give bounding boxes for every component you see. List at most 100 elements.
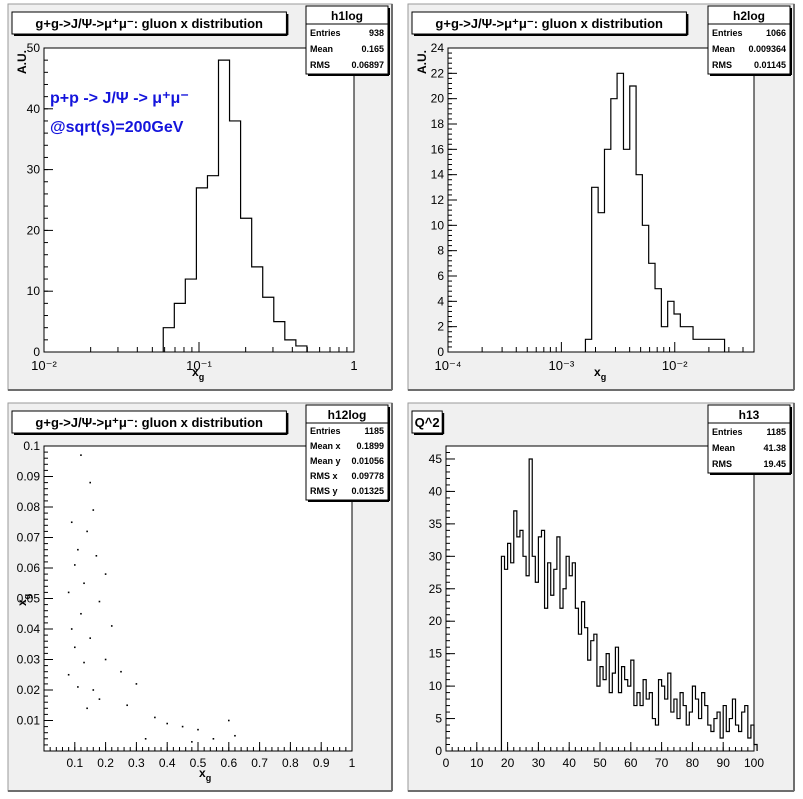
stats-box: h2log Entries 1066 Mean 0.009364 RMS 0.01145 [707,5,792,76]
y-tick-label: 40 [27,102,41,116]
chart-title: g+g->J/Ψ->μ⁺μ⁻: gluon x distribution [11,11,289,36]
scatter-point [135,683,138,685]
pad-4: Q^2 h13 Entries 1185 Mean 41.38 RMS 19.45 0 10 20 3… [407,402,795,792]
scatter-point [120,670,122,673]
y-axis-label: A.U. [15,50,29,74]
x-tick-label: 10 [470,756,484,770]
y-tick-label: 18 [431,117,445,131]
y-axis-label: xg [15,594,32,606]
x-axis-label: xg [199,766,211,783]
stats-value: 1185 [766,427,786,437]
scatter-point [98,698,101,700]
axes: 0.1 0.2 0.3 0.4 0.5 0.6 0.7 0.8 0.9 1 0.01 0.02 0.03… [15,439,356,783]
y-tick-label: 0.02 [17,683,41,697]
annotation-text: p+p -> J/Ψ -> μ⁺μ⁻ [50,90,189,107]
chart-title: g+g->J/Ψ->μ⁺μ⁻: gluon x distribution [11,410,289,435]
stats-value: 19.45 [763,459,786,469]
scatter-point [228,719,230,722]
y-tick-label: 15 [429,647,443,661]
stats-label: Mean [310,44,333,54]
scatter-point [98,600,101,603]
x-tick-label: 0.5 [190,756,207,770]
y-tick-label: 20 [431,92,445,106]
x-tick-label: 20 [501,756,515,770]
scatter-point [80,612,82,615]
series [584,72,726,352]
scatter-point [154,716,156,719]
y-tick-label: 10 [431,218,445,232]
y-tick-label: 24 [431,41,445,55]
stats-label: Mean x [310,441,341,451]
y-tick-label: 22 [431,66,445,80]
scatter-point [104,573,107,575]
x-tick-label: 80 [686,756,700,770]
x-tick-label: 1 [350,358,357,373]
y-tick-label: 0.1 [23,439,40,453]
stats-name: h1log [331,9,363,23]
plot-area [447,47,755,353]
y-tick-label: 0.05 [17,592,41,606]
stats-box: h13 Entries 1185 Mean 41.38 RMS 19.45 [707,404,792,475]
y-tick-label: 6 [437,269,444,283]
scatter-point [104,658,107,661]
stats-label: Mean [712,443,735,453]
y-tick-label: 0.03 [17,653,41,667]
x-tick-label: 0.6 [220,756,237,770]
stats-label: Mean [712,44,735,54]
scatter-point [74,646,76,649]
stats-value: 938 [369,28,384,38]
stats-value: 0.09778 [351,471,384,481]
x-tick-label: 1 [349,756,356,770]
stats-value: 1185 [364,426,384,436]
y-tick-label: 4 [437,294,444,308]
y-tick-label: 10 [27,284,41,298]
plot-area [43,445,353,752]
x-tick-label: 0.2 [97,756,114,770]
annotation-text: @sqrt(s)=200GeV [50,119,184,136]
stats-name: h2log [733,9,765,23]
y-tick-label: 2 [437,320,444,334]
y-tick-label: 0.09 [17,470,41,484]
x-tick-label: 0.1 [66,756,83,770]
scatter-point [144,738,147,740]
y-tick-label: 50 [27,41,41,55]
y-tick-label: 5 [435,712,442,726]
pad-1: g+g->J/Ψ->μ⁺μ⁻: gluon x distribution h1lo… [7,3,393,391]
scatter-point [212,738,215,740]
scatter-point [77,548,79,551]
title-text: g+g->J/Ψ->μ⁺μ⁻: gluon x distribution [35,16,263,31]
histogram-outline [500,458,758,751]
stats-label: RMS [712,60,732,70]
y-tick-label: 40 [429,484,443,498]
stats-frame [305,5,389,75]
scatter-point [110,625,113,627]
scatter-point [92,689,95,691]
y-tick-label: 12 [431,193,445,207]
y-tick-label: 16 [431,142,445,156]
chart-title: Q^2 [411,410,445,435]
scatter-point [70,521,73,524]
x-tick-label: 0.4 [159,756,176,770]
x-tick-label: 40 [563,756,577,770]
y-tick-label: 0 [33,345,40,359]
scatter-point [80,454,82,456]
pad-3: g+g->J/Ψ->μ⁺μ⁻: gluon x distribution h12l… [7,402,393,792]
scatter-point [86,530,88,533]
stats-label: RMS [310,60,330,70]
x-tick-label: 10⁻² [31,358,57,373]
series [162,59,308,352]
scatter-point [77,686,79,688]
stats-label: RMS y [310,486,338,496]
series [67,454,236,743]
scatter-point [126,704,128,707]
title-text: Q^2 [415,415,440,430]
stats-value: 0.06897 [351,60,384,70]
x-tick-label: 60 [624,756,638,770]
scatter-point [92,509,95,511]
y-axis-label-text: A.U. [415,50,429,74]
x-tick-label: 10⁻⁴ [435,358,462,373]
scatter-point [166,722,168,725]
series [500,458,758,751]
x-tick-label: 30 [532,756,546,770]
